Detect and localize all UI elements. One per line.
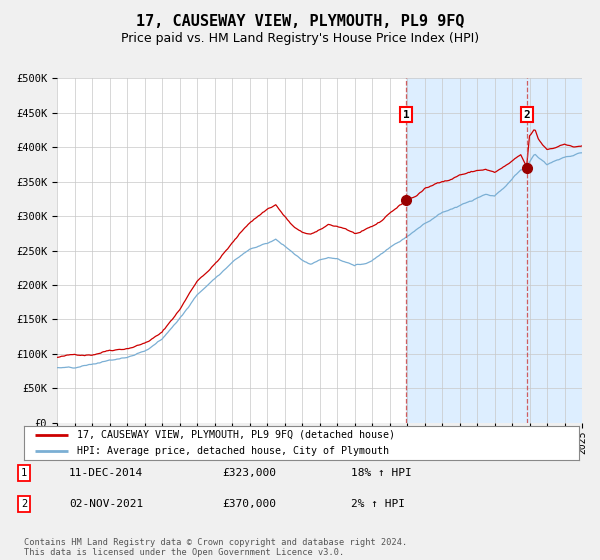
Text: 2% ↑ HPI: 2% ↑ HPI (351, 499, 405, 509)
Text: 2: 2 (21, 499, 27, 509)
Text: 18% ↑ HPI: 18% ↑ HPI (351, 468, 412, 478)
Text: 17, CAUSEWAY VIEW, PLYMOUTH, PL9 9FQ: 17, CAUSEWAY VIEW, PLYMOUTH, PL9 9FQ (136, 14, 464, 29)
Text: 1: 1 (403, 110, 409, 120)
Text: 02-NOV-2021: 02-NOV-2021 (69, 499, 143, 509)
Bar (57, 78, 406, 423)
Text: 2: 2 (523, 110, 530, 120)
Text: Price paid vs. HM Land Registry's House Price Index (HPI): Price paid vs. HM Land Registry's House … (121, 32, 479, 45)
Text: £370,000: £370,000 (222, 499, 276, 509)
Text: Contains HM Land Registry data © Crown copyright and database right 2024.
This d: Contains HM Land Registry data © Crown c… (24, 538, 407, 557)
Text: 17, CAUSEWAY VIEW, PLYMOUTH, PL9 9FQ (detached house): 17, CAUSEWAY VIEW, PLYMOUTH, PL9 9FQ (de… (77, 430, 395, 440)
Text: £323,000: £323,000 (222, 468, 276, 478)
Bar (406, 78, 582, 423)
Text: HPI: Average price, detached house, City of Plymouth: HPI: Average price, detached house, City… (77, 446, 389, 456)
Text: 11-DEC-2014: 11-DEC-2014 (69, 468, 143, 478)
Text: 1: 1 (21, 468, 27, 478)
